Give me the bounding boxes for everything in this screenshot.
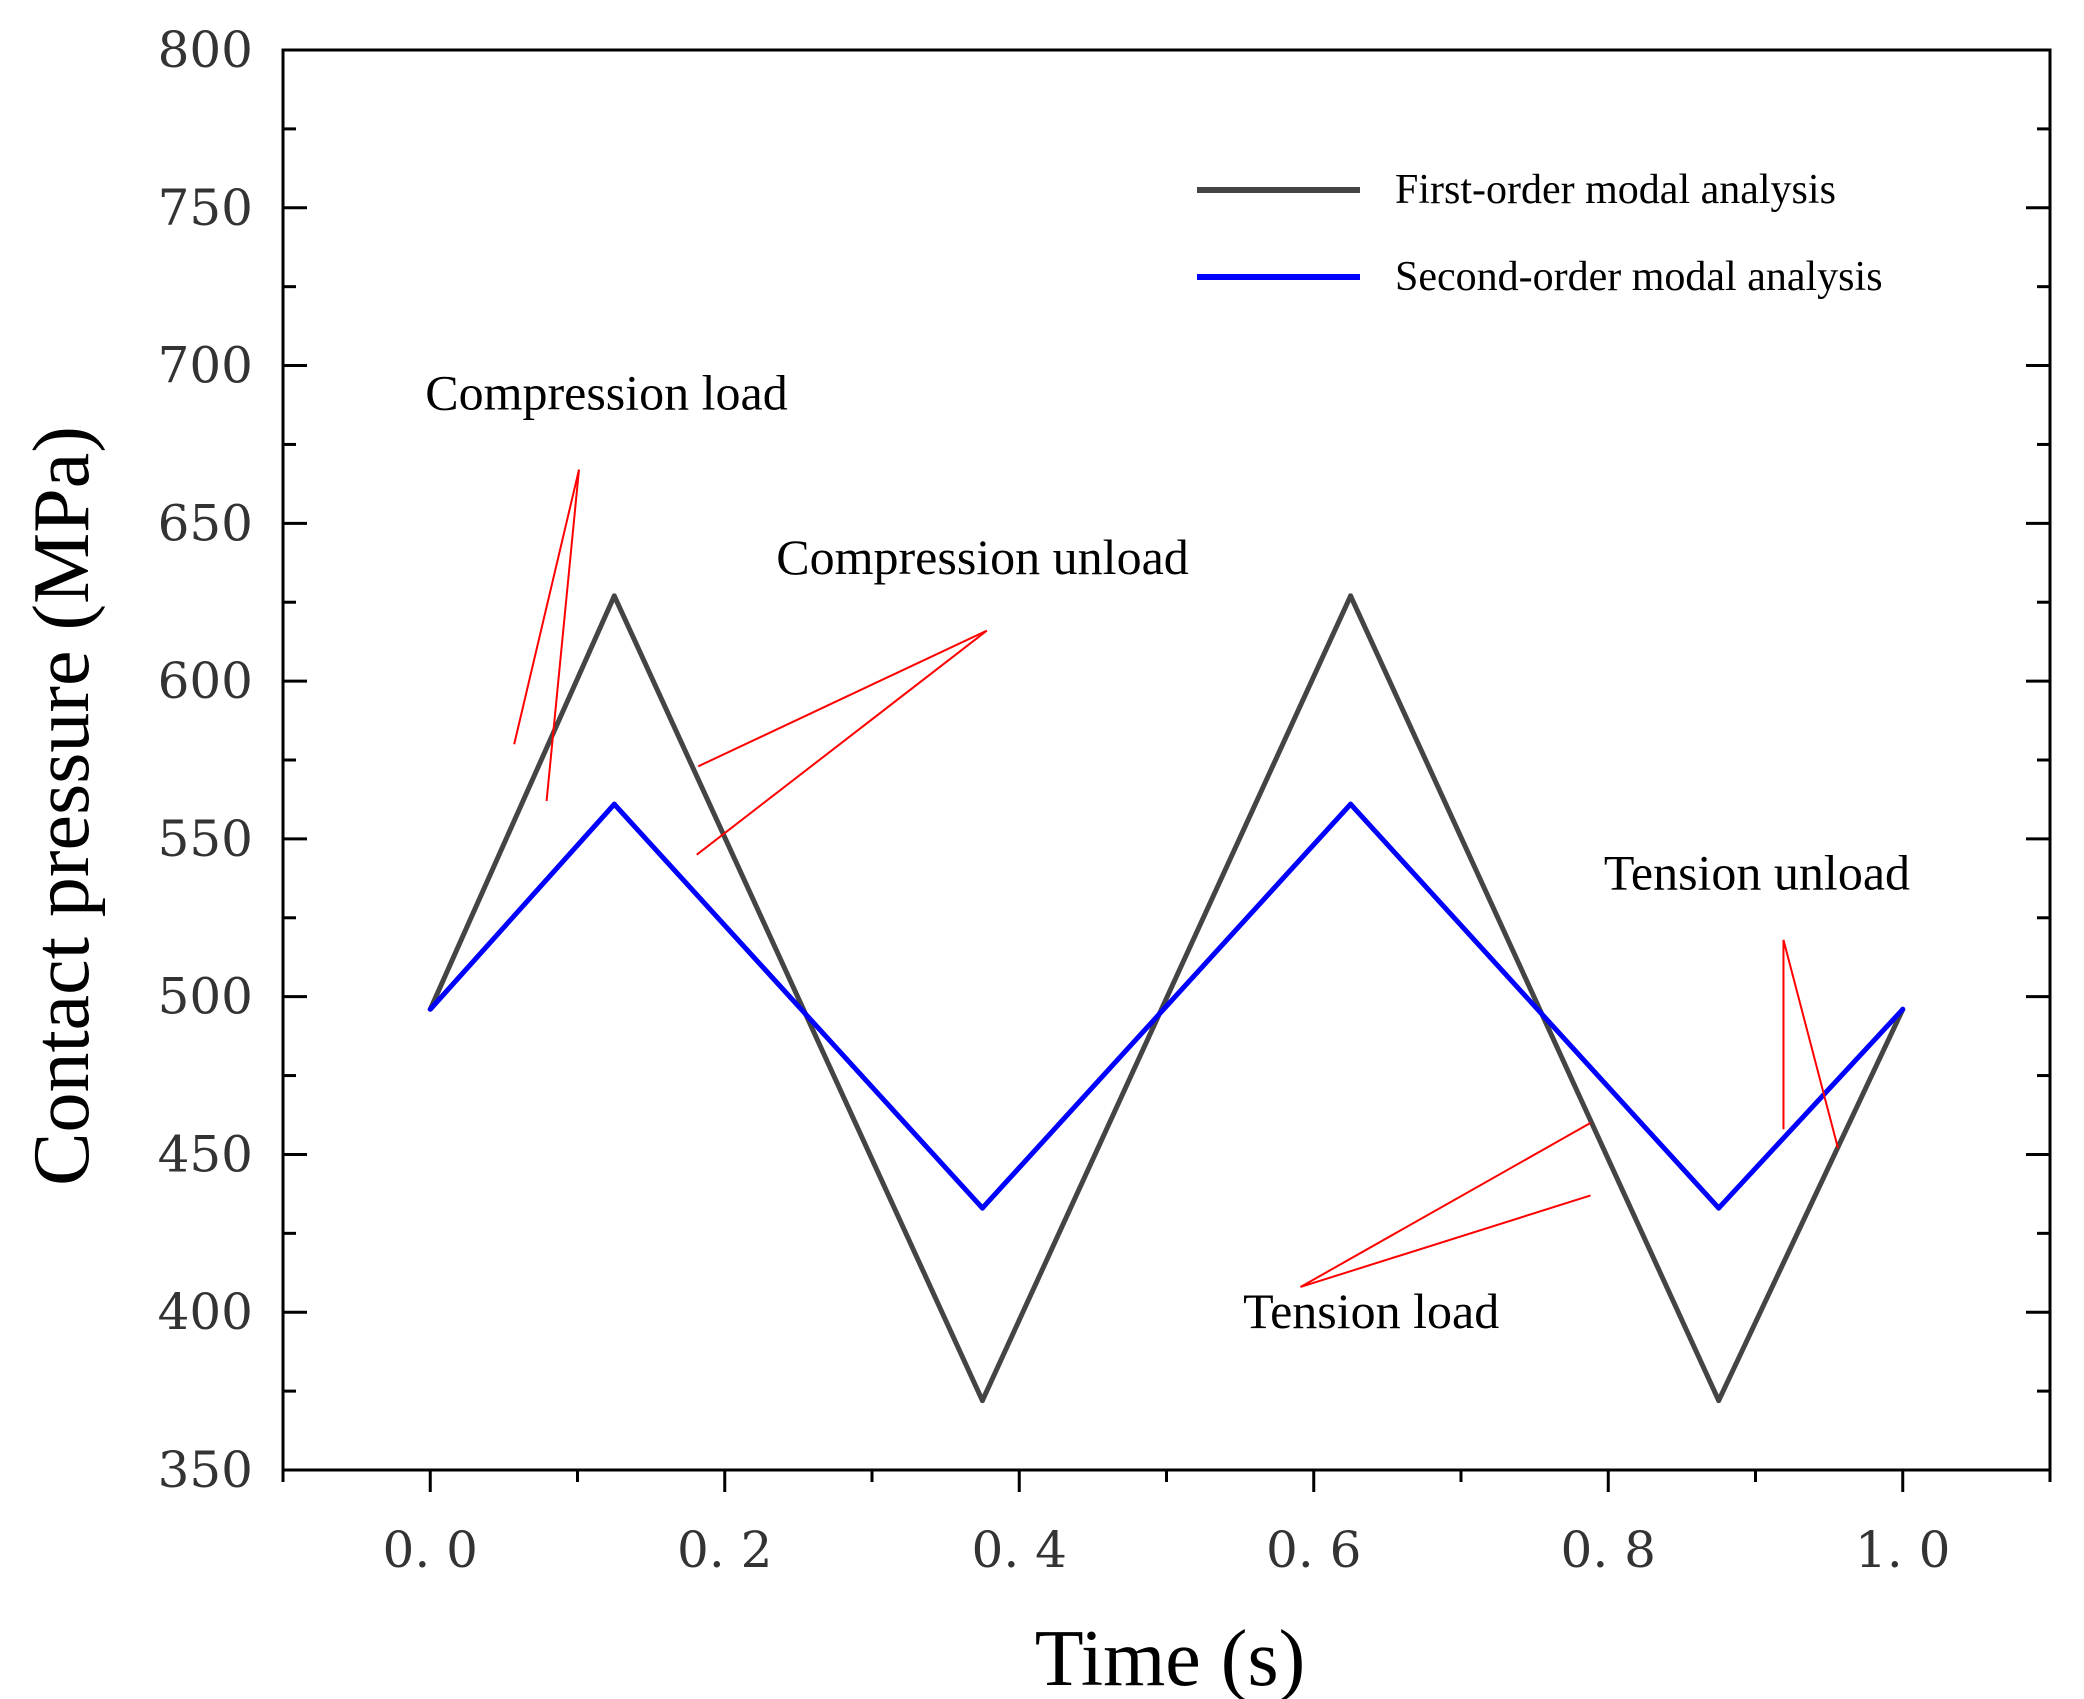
x-tick-label: 1. 0 (1855, 1521, 1950, 1579)
series-2-point (1348, 801, 1354, 807)
series-2-point (611, 801, 617, 807)
x-tick-label: 0. 0 (383, 1521, 478, 1579)
annotations: Compression load Compression unload Tensio… (425, 365, 1910, 1339)
annotation-label: Compression load (425, 365, 787, 421)
annotation-label: Compression unload (776, 529, 1188, 585)
legend-label-2: Second-order modal analysis (1395, 254, 1883, 300)
y-tick-label: 550 (158, 810, 253, 868)
annotation-leader-line (697, 629, 988, 768)
series-layer (427, 593, 1906, 1404)
x-tick-label: 0. 2 (677, 1521, 772, 1579)
series-2-point (1716, 1205, 1722, 1211)
y-tick-label: 450 (158, 1125, 253, 1183)
y-tick-label: 600 (158, 652, 253, 710)
series-line-1 (428, 593, 1906, 1404)
y-tick-label: 400 (158, 1283, 253, 1341)
annotation-label: Tension load (1243, 1283, 1499, 1339)
series-1-point (1348, 593, 1354, 599)
annotation-label: Tension unload (1604, 844, 1910, 900)
series-1-point (979, 1398, 985, 1404)
y-tick-label: 650 (158, 494, 253, 552)
annotation-leader-line (545, 469, 580, 802)
y-tick-label: 350 (158, 1441, 253, 1499)
y-tick-label: 750 (158, 179, 253, 237)
annotation-leader-line (1300, 1194, 1591, 1288)
annotation-leader-line (513, 469, 580, 745)
legend-label-1: First-order modal analysis (1395, 167, 1836, 213)
y-axis-title: Contact pressure (MPa) (18, 426, 106, 1186)
annotation-leader-line (1782, 939, 1839, 1149)
axes: 350 400 450 500 550 600 650 700 750 800 0. 0 0. 2 0.… (158, 21, 2052, 1579)
annotation-leader-line (696, 629, 988, 856)
annotation-leader-line (1300, 1122, 1592, 1288)
x-tick-label: 0. 6 (1266, 1521, 1361, 1579)
x-axis-title: Time (s) (1035, 1615, 1305, 1699)
legend: First-order modal analysis Second-order m… (1197, 167, 1883, 300)
y-tick-label: 700 (158, 337, 253, 395)
y-tick-label: 800 (158, 21, 253, 79)
x-tick-label: 0. 4 (972, 1521, 1067, 1579)
y-tick-label: 500 (158, 968, 253, 1026)
series-1-point (611, 593, 617, 599)
x-tick-label: 0. 8 (1561, 1521, 1656, 1579)
series-2-point (427, 1006, 433, 1012)
series-line-2 (428, 801, 1905, 1211)
series-2-point (1900, 1006, 1906, 1012)
series-2-point (979, 1205, 985, 1211)
series-1-point (1716, 1398, 1722, 1404)
